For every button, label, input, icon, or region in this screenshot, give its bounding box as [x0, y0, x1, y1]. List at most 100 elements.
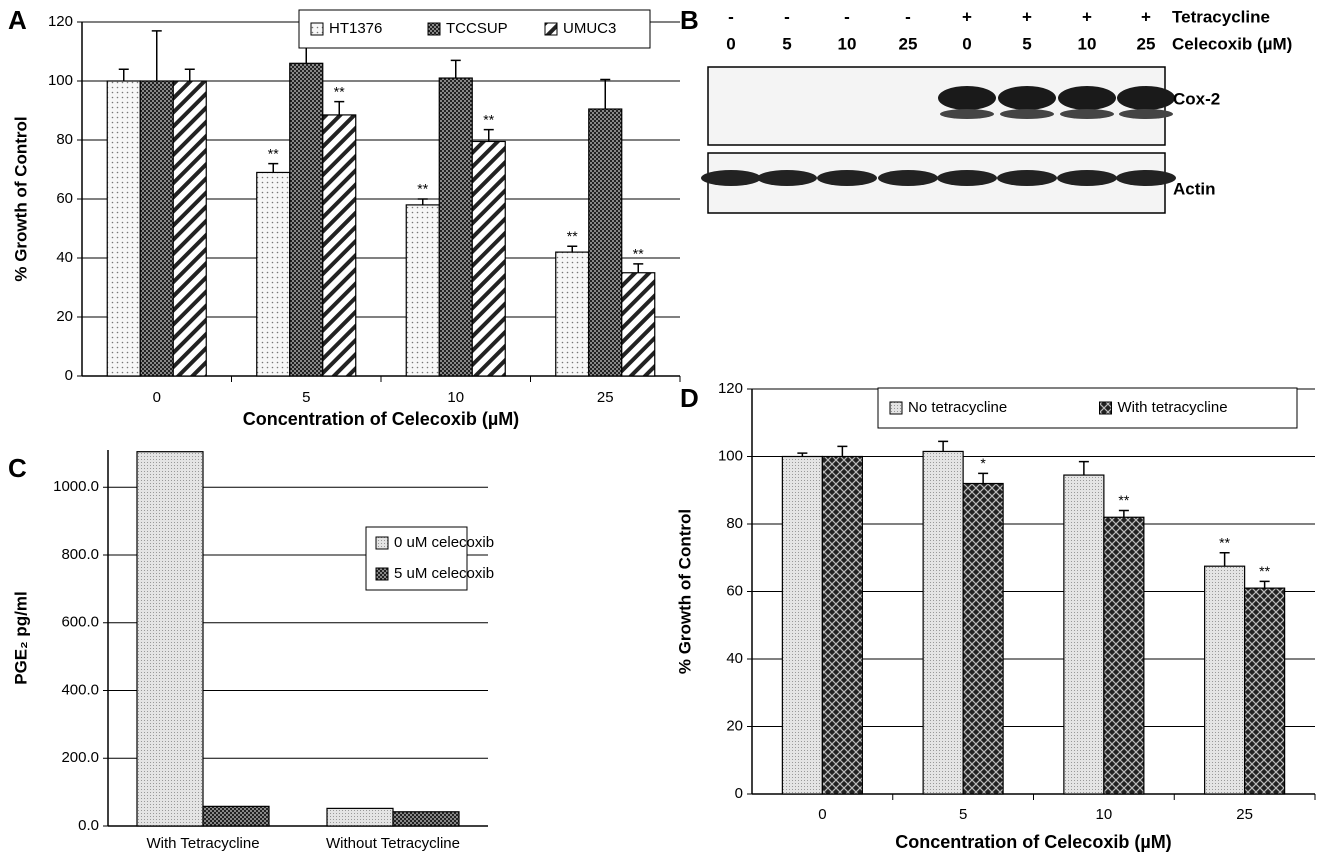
band [940, 109, 994, 119]
bar [406, 205, 439, 376]
bar [140, 81, 173, 376]
y-tick-label: 600.0 [61, 614, 99, 631]
x-tick-label: 0 [153, 389, 161, 406]
bar [107, 81, 140, 376]
lane-label: 10 [838, 34, 857, 53]
y-tick-label: 20 [726, 717, 743, 734]
bar [782, 457, 822, 795]
bar [622, 273, 655, 376]
legend-label: No tetracycline [908, 399, 1007, 416]
x-axis-label: Concentration of Celecoxib (µM) [243, 409, 519, 429]
lane-label: + [1141, 7, 1151, 26]
significance-label: ** [417, 181, 428, 197]
legend-swatch [545, 23, 557, 35]
lane-label: 25 [899, 34, 918, 53]
legend-label: HT1376 [329, 20, 382, 37]
band [1057, 170, 1117, 186]
y-tick-label: 1000.0 [53, 478, 99, 495]
y-tick-label: 120 [718, 380, 743, 397]
x-tick-label: 25 [1236, 806, 1253, 823]
error-bar [938, 441, 948, 451]
lane-label: - [728, 7, 734, 26]
bar [472, 141, 505, 376]
y-tick-label: 200.0 [61, 749, 99, 766]
bar [1104, 517, 1144, 794]
y-tick-label: 80 [56, 131, 73, 148]
lane-label: 25 [1137, 34, 1156, 53]
error-bar [185, 69, 195, 81]
y-tick-label: 120 [48, 13, 73, 30]
y-tick-label: 0 [65, 367, 73, 384]
panel-letter: A [8, 5, 27, 35]
legend-swatch [311, 23, 323, 35]
y-tick-label: 400.0 [61, 681, 99, 698]
significance-label: ** [334, 83, 345, 99]
significance-label: ** [1118, 492, 1129, 508]
bar [290, 63, 323, 376]
error-bar [567, 246, 577, 252]
y-tick-label: 40 [56, 249, 73, 266]
lane-label: 0 [726, 34, 735, 53]
x-tick-label: With Tetracycline [146, 835, 259, 852]
y-tick-label: 0 [735, 785, 743, 802]
error-bar [1220, 553, 1230, 567]
x-tick-label: 25 [597, 389, 614, 406]
error-bar [418, 199, 428, 205]
x-tick-label: 0 [818, 806, 826, 823]
x-axis-label: Concentration of Celecoxib (µM) [895, 832, 1171, 852]
lane-label: - [784, 7, 790, 26]
figure: A02040608010012005****10****25****% Grow… [0, 0, 1325, 855]
band [938, 86, 996, 110]
row-label: Celecoxib (µM) [1172, 34, 1292, 53]
row-label: Tetracycline [1172, 7, 1270, 26]
y-tick-label: 60 [726, 582, 743, 599]
band [1060, 109, 1114, 119]
significance-label: ** [1259, 563, 1270, 579]
panel-letter: C [8, 453, 27, 483]
error-bar [1260, 581, 1270, 588]
panel-letter: B [680, 5, 699, 35]
legend-swatch [1100, 402, 1112, 414]
legend-label: 0 uM celecoxib [394, 534, 494, 551]
lane-label: + [1022, 7, 1032, 26]
x-tick-label: Without Tetracycline [326, 835, 460, 852]
band-label: Actin [1173, 179, 1216, 198]
error-bar [268, 164, 278, 173]
significance-label: * [980, 455, 986, 471]
bar [327, 808, 393, 826]
y-tick-label: 20 [56, 308, 73, 325]
error-bar [633, 264, 643, 273]
band [701, 170, 761, 186]
bar [589, 109, 622, 376]
error-bar [837, 446, 847, 456]
y-tick-label: 40 [726, 650, 743, 667]
lane-label: - [844, 7, 850, 26]
y-tick-label: 100 [718, 447, 743, 464]
y-tick-label: 100 [48, 72, 73, 89]
band [937, 170, 997, 186]
legend-swatch [890, 402, 902, 414]
x-tick-label: 5 [302, 389, 310, 406]
x-tick-label: 5 [959, 806, 967, 823]
y-tick-label: 80 [726, 515, 743, 532]
error-bar [1119, 511, 1129, 518]
bar [963, 484, 1003, 795]
bar [1205, 566, 1245, 794]
lane-label: + [962, 7, 972, 26]
error-bar [1079, 462, 1089, 476]
y-axis-label: % Growth of Control [675, 509, 694, 674]
bar [323, 115, 356, 376]
significance-label: ** [567, 228, 578, 244]
legend-label: UMUC3 [563, 20, 616, 37]
bar [1064, 475, 1104, 794]
band [817, 170, 877, 186]
bar [257, 172, 290, 376]
bar [203, 806, 269, 826]
y-tick-label: 60 [56, 190, 73, 207]
x-tick-label: 10 [447, 389, 464, 406]
error-bar [334, 102, 344, 115]
band [1116, 170, 1176, 186]
lane-label: 10 [1078, 34, 1097, 53]
legend-label: TCCSUP [446, 20, 508, 37]
legend-label: 5 uM celecoxib [394, 565, 494, 582]
